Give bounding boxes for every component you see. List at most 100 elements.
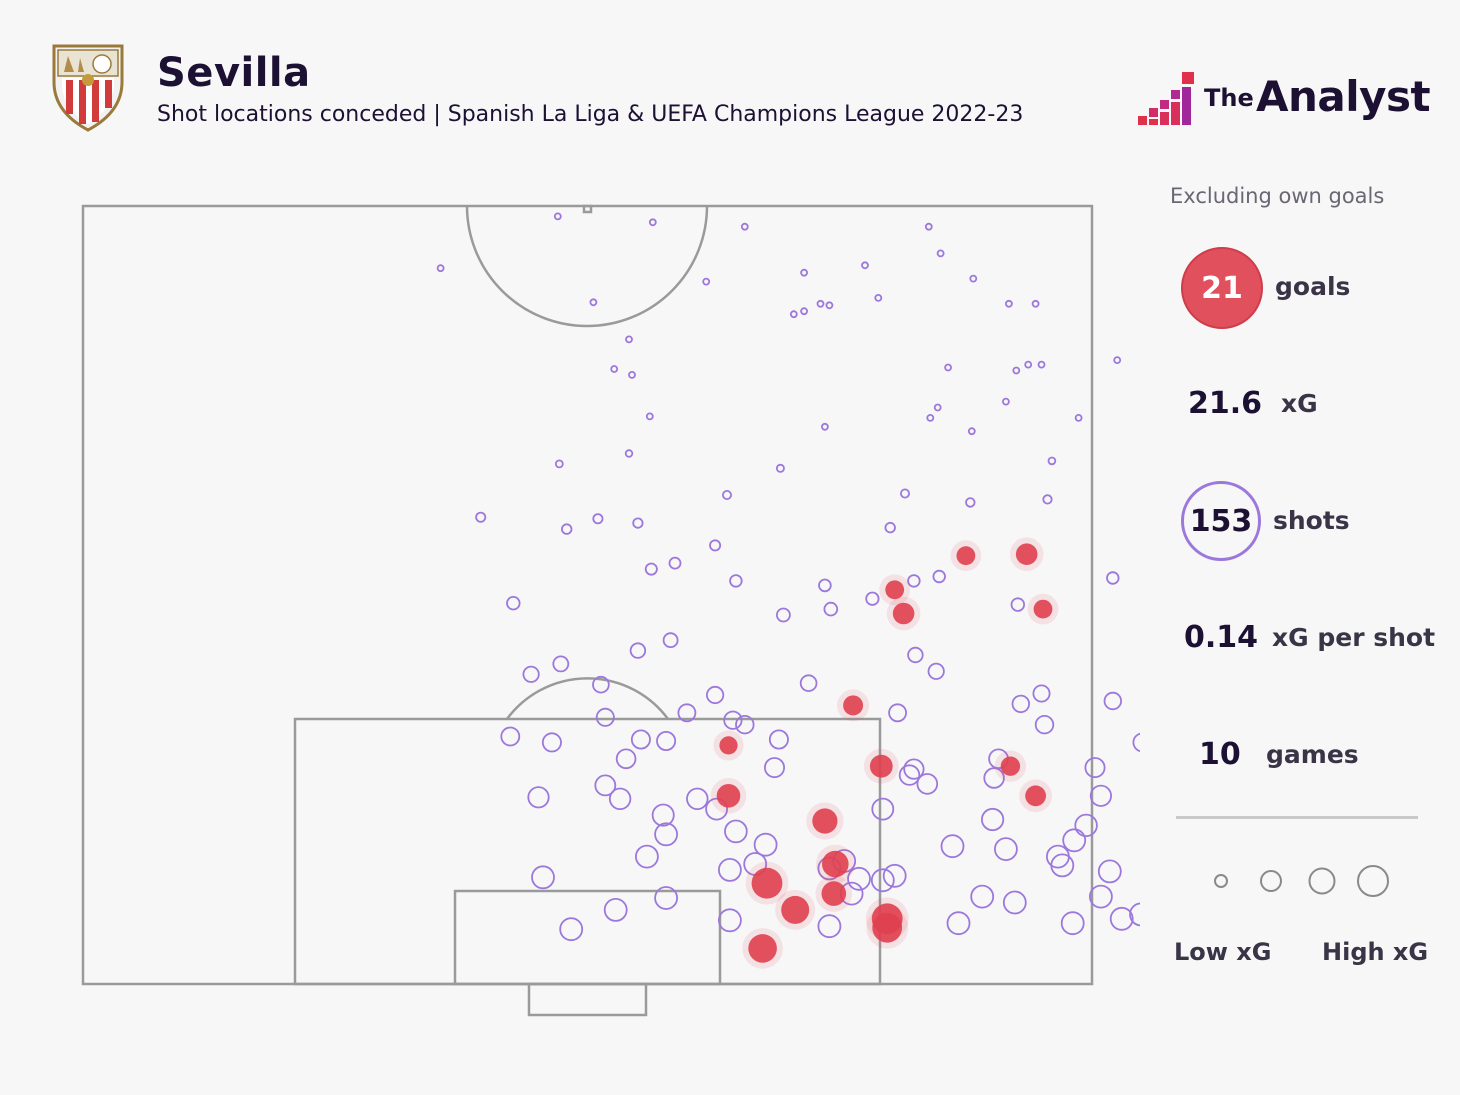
goals-label: goals: [1275, 272, 1351, 301]
shot-marker: [740, 222, 749, 231]
shot-marker: [705, 685, 725, 705]
shot-marker: [865, 591, 880, 606]
shot-marker: [561, 523, 573, 535]
shot-marker: [907, 574, 921, 588]
shot-marker: [821, 422, 829, 431]
goal-marker: [871, 903, 903, 935]
shot-marker: [816, 299, 825, 308]
six-yard-box: [453, 889, 722, 986]
shot-marker: [608, 787, 632, 811]
shot-marker: [629, 642, 647, 659]
shot-marker: [907, 646, 924, 664]
shot-marker: [882, 863, 907, 888]
shot-marker: [1074, 413, 1083, 422]
shot-marker: [718, 908, 742, 933]
shot-marker: [924, 222, 933, 231]
shot-marker: [677, 703, 697, 723]
shot-marker: [944, 363, 952, 372]
shot-marker: [709, 539, 722, 552]
shots-value: 153: [1189, 503, 1253, 539]
shot-marker: [553, 212, 562, 221]
shot-marker: [1050, 853, 1075, 878]
page-title: Sevilla: [157, 50, 311, 96]
shot-marker: [644, 562, 658, 576]
shot-marker: [927, 662, 945, 680]
shot-marker: [610, 365, 619, 373]
shot-marker: [823, 601, 839, 617]
shot-marker: [1046, 844, 1070, 869]
goal-marker: [1015, 543, 1038, 565]
shot-marker: [552, 655, 570, 673]
shots-layer: [436, 212, 1140, 942]
shot-marker: [967, 427, 976, 436]
shot-marker: [753, 832, 778, 857]
shot-marker: [994, 837, 1018, 861]
shot-marker: [645, 412, 654, 421]
shot-marker: [940, 834, 965, 859]
goal: [527, 982, 648, 1017]
shot-marker: [1084, 757, 1106, 779]
shot-marker: [624, 449, 634, 458]
xg-label: xG: [1281, 389, 1318, 418]
shot-marker: [651, 803, 675, 827]
xg-per-shot-value: 0.14: [1184, 620, 1259, 655]
shot-marker: [554, 459, 564, 469]
shot-marker: [916, 773, 939, 795]
shot-marker: [1024, 360, 1033, 369]
shot-marker: [965, 497, 976, 508]
shots-count-circle: 153: [1181, 481, 1261, 561]
shot-marker: [933, 403, 942, 412]
shot-marker: [723, 710, 743, 730]
shot-marker: [1097, 859, 1122, 884]
shot-marker: [776, 607, 791, 623]
shot-marker: [475, 511, 487, 523]
brand-the: The: [1204, 84, 1254, 112]
goal-marker: [956, 546, 976, 566]
shot-marker: [800, 268, 808, 277]
shot-marker: [932, 569, 946, 584]
goal-marker: [751, 867, 783, 899]
shot-marker: [1002, 397, 1010, 406]
shot-map: [81, 204, 1140, 1017]
shot-marker: [603, 898, 628, 922]
shot-marker: [436, 264, 445, 273]
goal-marker: [892, 602, 915, 625]
shot-marker: [668, 556, 682, 570]
shot-marker: [970, 884, 995, 909]
shot-marker: [898, 764, 921, 786]
shot-marker: [1062, 828, 1087, 853]
shot-marker: [768, 729, 789, 750]
brand-analyst: Analyst: [1256, 72, 1431, 121]
xg-size-legend: [1214, 865, 1389, 897]
analyst-bars-icon: [1138, 72, 1194, 125]
penalty-arc: [505, 677, 670, 720]
shot-marker: [1012, 366, 1021, 375]
shot-marker: [1109, 906, 1134, 931]
goal-marker: [1025, 785, 1046, 807]
shot-marker: [625, 335, 633, 344]
shot-marker: [724, 819, 748, 844]
goal-marker: [716, 784, 741, 808]
the-analyst-logo: The Analyst: [1136, 70, 1436, 130]
shot-marker: [718, 858, 742, 882]
shot-marker: [592, 675, 610, 694]
shot-marker: [686, 787, 709, 811]
shot-marker: [594, 774, 617, 797]
shot-marker: [632, 517, 644, 529]
shot-marker: [592, 513, 604, 525]
shot-marker: [589, 298, 598, 307]
shot-marker: [903, 758, 925, 780]
legend-circle-4: [1357, 865, 1389, 897]
shot-marker: [888, 703, 907, 723]
shots-label: shots: [1273, 506, 1350, 535]
goal-marker: [821, 881, 847, 906]
shot-marker: [870, 868, 895, 893]
pitch-outline: [81, 204, 1094, 986]
shot-marker: [1132, 732, 1140, 753]
shot-marker: [946, 911, 971, 936]
legend-low-label: Low xG: [1174, 938, 1272, 966]
sevilla-crest-icon: [52, 44, 124, 132]
shot-marker: [980, 807, 1005, 832]
shot-marker: [541, 732, 562, 753]
shot-marker: [500, 726, 521, 747]
